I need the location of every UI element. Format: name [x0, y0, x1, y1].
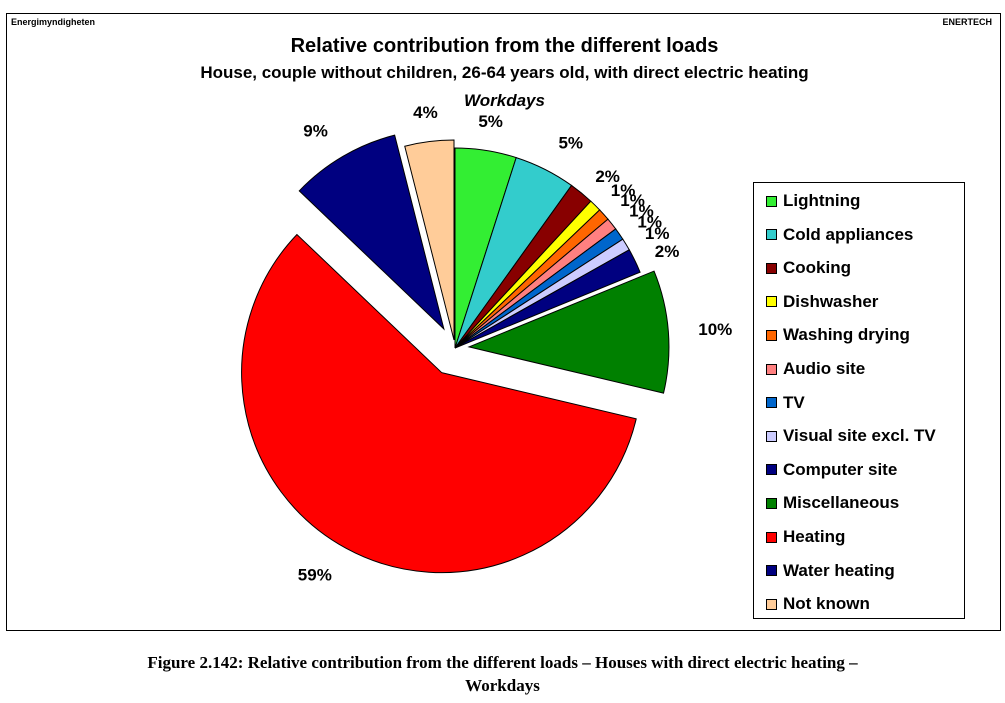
- pie-slice-water-heating: [298, 134, 445, 331]
- legend-label-water-heating: Water heating: [783, 560, 895, 580]
- chart-subtitle-workdays: Workdays: [464, 91, 545, 110]
- chart-legend: Lightning Cold appliances Cooking Dishwashe…: [753, 182, 965, 619]
- pie-label-dishwasher: 1%: [611, 181, 636, 200]
- legend-swatch-not-known: [766, 598, 777, 610]
- legend-label-washing-drying: Washing drying: [783, 325, 910, 345]
- legend-label-miscellaneous: Miscellaneous: [783, 493, 900, 513]
- legend-item-heating: Heating: [766, 525, 845, 549]
- pie-slice-miscellaneous: [467, 270, 670, 394]
- legend-swatch-lightning: [766, 195, 777, 207]
- legend-item-miscellaneous: Miscellaneous: [766, 491, 899, 515]
- legend-label-computer-site: Computer site: [783, 459, 898, 479]
- legend-swatch-water-heating: [766, 565, 777, 577]
- figure-caption: Figure 2.142: Relative contribution from…: [0, 651, 1005, 697]
- pie-slice-computer-site: [454, 249, 641, 349]
- legend-item-cold-appliances: Cold appliances: [766, 223, 913, 247]
- legend-label-tv: TV: [783, 392, 805, 412]
- legend-label-visual-site-excl-tv: Visual site excl. TV: [783, 426, 936, 446]
- pie-label-miscellaneous: 10%: [698, 320, 732, 339]
- legend-item-audio-site: Audio site: [766, 357, 865, 381]
- pie-label-washing-drying: 1%: [620, 191, 645, 210]
- pie-chart: 5%5%2%1%1%1%1%1%2%10%59%9%4%: [241, 103, 732, 585]
- legend-label-cold-appliances: Cold appliances: [783, 224, 914, 244]
- legend-item-not-known: Not known: [766, 592, 870, 616]
- figure-caption-line-1: Figure 2.142: Relative contribution from…: [147, 653, 858, 672]
- pie-label-computer-site: 2%: [655, 242, 680, 261]
- legend-swatch-tv: [766, 397, 777, 409]
- legend-swatch-heating: [766, 531, 777, 543]
- pie-slice-heating: [241, 233, 637, 574]
- legend-swatch-cooking: [766, 262, 777, 274]
- pie-label-audio-site: 1%: [629, 201, 654, 220]
- chart-frame: Energimyndigheten ENERTECH Relative cont…: [6, 13, 1001, 631]
- legend-swatch-computer-site: [766, 464, 777, 476]
- header-right-label: ENERTECH: [942, 17, 992, 27]
- legend-label-heating: Heating: [783, 527, 846, 546]
- pie-label-tv: 1%: [637, 212, 662, 231]
- legend-item-visual-site-excl-tv: Visual site excl. TV: [766, 424, 936, 448]
- legend-label-dishwasher: Dishwasher: [783, 291, 879, 311]
- pie-label-lightning: 5%: [478, 112, 503, 131]
- pie-label-heating: 59%: [298, 566, 332, 585]
- pie-label-visual-site-excl-tv: 1%: [645, 224, 670, 243]
- chart-subtitle: House, couple without children, 26-64 ye…: [200, 63, 809, 82]
- pie-label-cold-appliances: 5%: [558, 134, 583, 153]
- chart-title: Relative contribution from the different…: [290, 35, 719, 57]
- pie-label-water-heating: 9%: [303, 121, 328, 140]
- legend-item-washing-drying: Washing drying: [766, 323, 910, 347]
- legend-label-cooking: Cooking: [783, 258, 851, 278]
- pie-label-not-known: 4%: [413, 103, 438, 122]
- legend-swatch-washing-drying: [766, 329, 777, 341]
- legend-item-computer-site: Computer site: [766, 458, 897, 482]
- pie-slice-not-known: [404, 139, 455, 341]
- legend-swatch-audio-site: [766, 363, 777, 375]
- legend-item-tv: TV: [766, 391, 805, 415]
- legend-item-water-heating: Water heating: [766, 559, 895, 583]
- legend-label-audio-site: Audio site: [783, 359, 866, 378]
- header-left-label: Energimyndigheten: [11, 17, 96, 27]
- legend-item-dishwasher: Dishwasher: [766, 290, 878, 314]
- legend-swatch-dishwasher: [766, 296, 777, 308]
- legend-label-not-known: Not known: [783, 594, 870, 614]
- legend-swatch-miscellaneous: [766, 497, 777, 509]
- legend-swatch-visual-site-excl-tv: [766, 430, 777, 442]
- figure-caption-line-2: Workdays: [465, 676, 540, 695]
- legend-item-lightning: Lightning: [766, 189, 860, 213]
- legend-item-cooking: Cooking: [766, 256, 851, 280]
- pie-label-cooking: 2%: [595, 167, 620, 186]
- legend-label-lightning: Lightning: [783, 191, 861, 210]
- legend-swatch-cold-appliances: [766, 229, 777, 241]
